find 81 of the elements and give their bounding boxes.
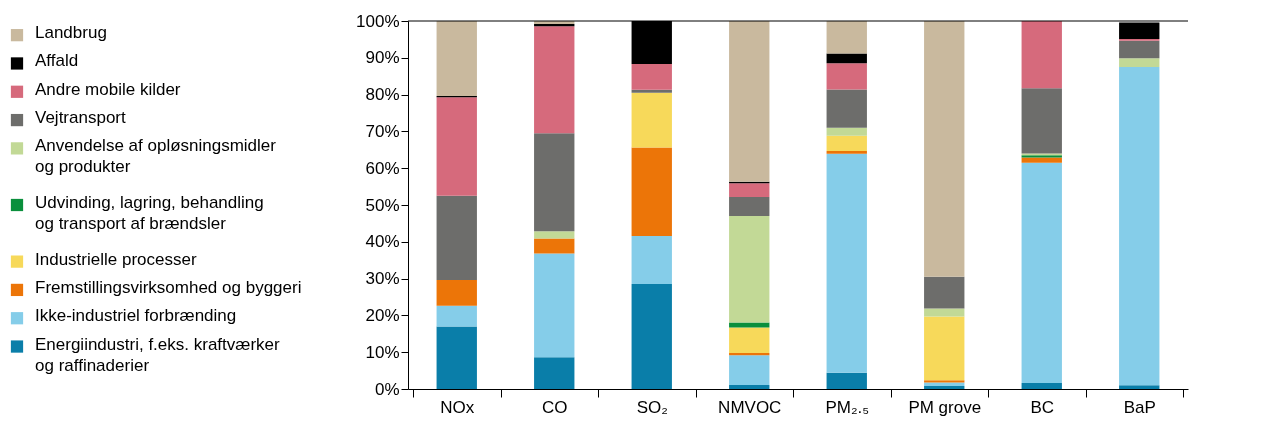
bar xyxy=(436,280,477,306)
bar xyxy=(436,97,477,196)
bar xyxy=(729,384,770,389)
legend-label: Affald xyxy=(35,51,79,71)
bar xyxy=(826,150,867,154)
bar xyxy=(826,153,867,373)
bar xyxy=(924,308,965,317)
bar xyxy=(924,382,965,387)
bar xyxy=(534,133,575,232)
bar xyxy=(826,63,867,90)
bar xyxy=(631,147,672,236)
bar xyxy=(631,64,672,90)
y-tick-label: 80% xyxy=(365,85,400,105)
bar xyxy=(436,326,477,389)
x-tick-label: NOx xyxy=(440,397,475,417)
y-tick-label: 60% xyxy=(365,158,400,178)
bar xyxy=(826,135,867,151)
bar xyxy=(729,322,770,328)
bar xyxy=(826,372,867,389)
bar xyxy=(729,216,770,323)
bar xyxy=(1021,383,1062,389)
y-tick-label: 50% xyxy=(365,195,400,215)
x-tick-label: BaP xyxy=(1123,397,1156,417)
bar xyxy=(1119,40,1160,59)
y-tick-label: 40% xyxy=(365,232,400,252)
bar xyxy=(1119,67,1160,386)
legend-label: Udvinding, lagring, behandling og transport af brændsler xyxy=(35,193,264,233)
y-tick-label: 20% xyxy=(365,305,400,325)
bar xyxy=(1119,385,1160,389)
legend-label: Anvendelse af opløsningsmidler og produkter xyxy=(35,136,277,177)
x-tick-label: NMVOC xyxy=(718,397,782,417)
legend-label: Industrielle processer xyxy=(35,249,197,269)
bar xyxy=(534,238,575,254)
bar xyxy=(826,21,867,54)
y-tick-label: 30% xyxy=(365,269,400,289)
y-tick-label: 0% xyxy=(374,379,400,399)
bar xyxy=(436,305,477,327)
y-tick-label: 10% xyxy=(365,342,400,362)
legend-label: Vejtransport xyxy=(35,108,126,128)
x-tick-label: SO₂ xyxy=(636,397,668,417)
legend-label: Energiindustri, f.eks. kraftværker og raffinaderier xyxy=(35,334,281,375)
bar xyxy=(436,195,477,281)
bar xyxy=(1021,162,1062,384)
bar xyxy=(534,357,575,389)
legend-label: Landbrug xyxy=(35,23,107,43)
bar xyxy=(534,253,575,358)
bar xyxy=(1021,157,1062,163)
y-tick-label: 90% xyxy=(365,48,400,68)
bar xyxy=(729,327,770,353)
bar xyxy=(924,380,965,383)
bar xyxy=(1021,88,1062,154)
bar xyxy=(826,89,867,128)
bar xyxy=(826,127,867,136)
bar xyxy=(729,196,770,217)
bar xyxy=(1119,58,1160,67)
x-tick-label: PM₂.₅ xyxy=(825,397,870,417)
bar xyxy=(1021,21,1062,89)
bar xyxy=(729,183,770,197)
bar xyxy=(631,89,672,93)
bar xyxy=(729,352,770,356)
y-tick-label: 70% xyxy=(365,121,400,141)
bar xyxy=(826,53,867,64)
bar xyxy=(924,316,965,381)
x-tick-label: PM grove xyxy=(908,397,982,417)
bar xyxy=(924,276,965,309)
x-tick-label: CO xyxy=(542,397,568,417)
bar xyxy=(631,284,672,389)
bar xyxy=(729,21,770,182)
bar xyxy=(924,21,965,277)
bar xyxy=(631,235,672,285)
bar xyxy=(631,92,672,148)
legend-label: Andre mobile kilder xyxy=(35,79,181,99)
bar xyxy=(729,355,770,385)
bar xyxy=(924,386,965,389)
legend-label: Ikke-industriel forbrænding xyxy=(35,306,237,326)
y-tick-label: 100% xyxy=(356,11,400,31)
bar xyxy=(534,26,575,134)
x-tick-label: BC xyxy=(1030,397,1055,417)
bar xyxy=(534,231,575,239)
bar xyxy=(436,21,477,97)
legend-label: Fremstillingsvirksomhed og byggeri xyxy=(35,277,302,297)
